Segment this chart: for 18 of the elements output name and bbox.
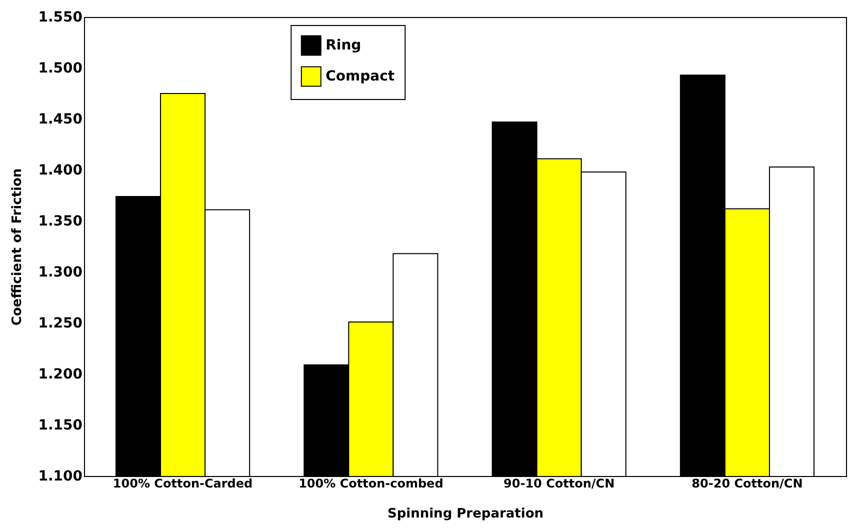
x-axis-title: Spinning Preparation <box>387 506 544 522</box>
x-tick-label: 100% Cotton-Carded <box>112 476 253 490</box>
x-tick-label: 90-10 Cotton/CN <box>504 476 615 490</box>
y-tick-label: 1.100 <box>38 468 83 484</box>
y-tick-label: 1.150 <box>38 418 83 434</box>
y-tick-label: 1.550 <box>38 10 83 26</box>
y-tick-label: 1.350 <box>38 214 83 230</box>
y-tick-label: 1.500 <box>38 60 83 76</box>
x-tick-label: 80-20 Cotton/CN <box>692 476 803 490</box>
y-tick-label: 1.400 <box>38 162 83 178</box>
y-tick-label: 1.450 <box>38 112 83 128</box>
y-tick-label: 1.300 <box>38 264 83 280</box>
y-axis-title: Coefficient of Friction <box>10 168 26 326</box>
legend-label: Ring <box>326 38 362 54</box>
y-tick-label: 1.250 <box>38 316 83 332</box>
legend-label: Compact <box>326 68 395 84</box>
y-tick-label: 1.200 <box>38 366 83 382</box>
x-tick-label: 100% Cotton-combed <box>298 476 444 490</box>
